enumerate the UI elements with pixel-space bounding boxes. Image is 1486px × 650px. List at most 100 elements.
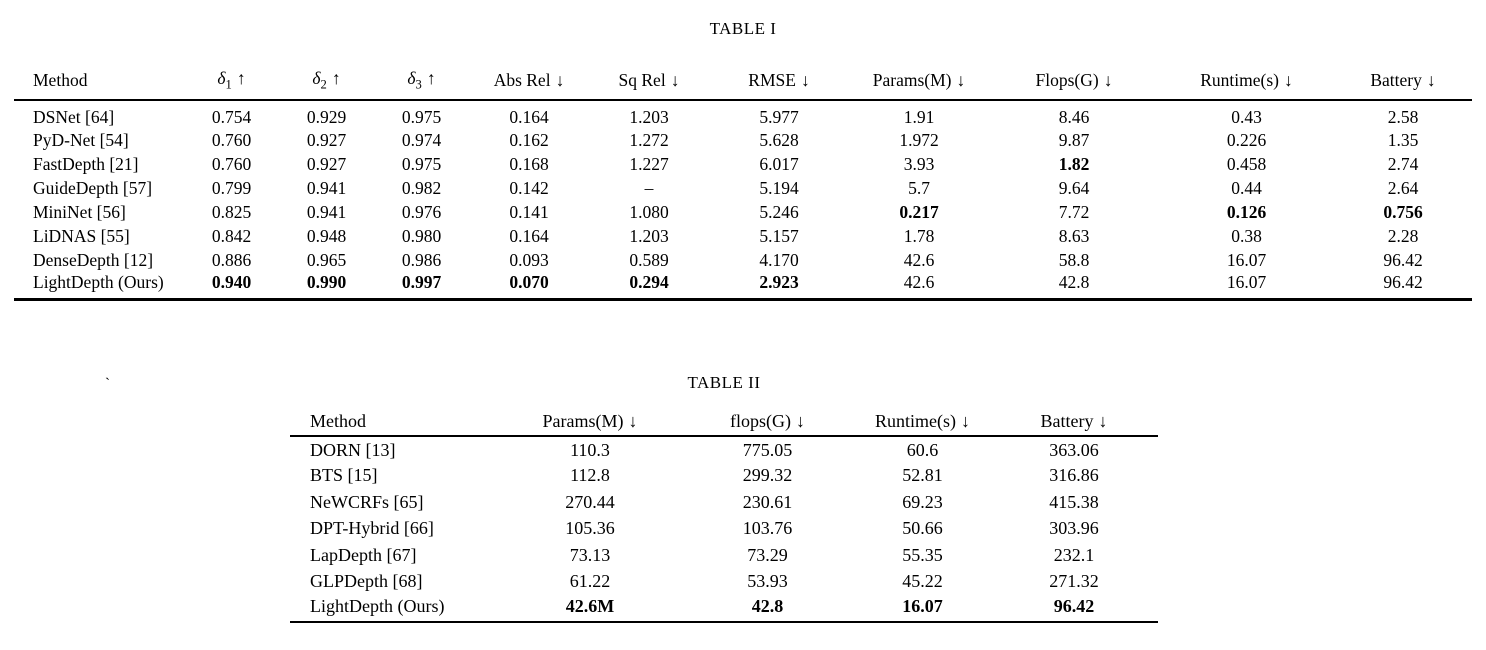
table-cell: 0.217 [899,201,939,222]
table-cell: 1.82 [1058,153,1090,174]
col-header-flops: flops(G) ↓ [730,410,805,431]
table-cell: 42.6 [903,249,935,270]
col-header-sq-rel: Sq Rel ↓ [618,70,680,90]
table-cell: 96.42 [1383,272,1423,292]
table-cell: 270.44 [565,491,615,512]
table-row: PyD-Net [54] 0.760 0.927 0.974 0.162 1.2… [14,128,1472,152]
col-header-delta3: δ3 ↑ [407,68,436,92]
table2-complexity-comparison: Method Params(M) ↓ flops(G) ↓ Runtime(s) ↓ … [290,407,1158,623]
table-cell: 42.6M [565,595,615,616]
method-cell: DenseDepth [12] [33,249,154,270]
table1-header-row: Method δ1 ↑ δ2 ↑ δ3 ↑ Abs Rel ↓ Sq Rel ↓ RMSE… [14,62,1472,100]
table-cell: 0.458 [1226,153,1267,174]
table-cell: 0.980 [401,225,442,246]
table-cell: 299.32 [742,465,793,486]
table-row: DORN [13] 110.3 775.05 60.6 363.06 [290,436,1158,463]
table-row: LightDepth (Ours) 42.6M 42.8 16.07 96.42 [290,595,1158,622]
table2-header-row: Method Params(M) ↓ flops(G) ↓ Runtime(s) ↓ … [290,407,1158,436]
method-cell: GuideDepth [57] [33,177,153,198]
table-cell: 0.294 [629,272,669,292]
table-cell: 96.42 [1053,595,1095,616]
table-cell: 60.6 [906,440,939,461]
down-arrow-icon: ↓ [1103,70,1113,90]
table-row: BTS [15] 112.8 299.32 52.81 316.86 [290,463,1158,490]
table-cell: 230.61 [742,491,793,512]
down-arrow-icon: ↓ [670,70,680,90]
table-cell: 16.07 [1226,272,1267,292]
up-arrow-icon: ↑ [426,68,436,89]
table-cell: 0.975 [401,107,442,127]
table-cell: 1.227 [629,153,669,174]
method-cell: DPT-Hybrid [66] [310,518,434,539]
down-arrow-icon: ↓ [796,410,805,431]
down-arrow-icon: ↓ [628,410,638,431]
table-cell: 1.080 [629,201,669,222]
table-cell: 0.941 [306,201,347,222]
table-cell: 0.093 [509,249,549,270]
method-cell: BTS [15] [310,465,378,486]
table-row: FastDepth [21] 0.760 0.927 0.975 0.168 1… [14,152,1472,176]
table-cell: 0.929 [306,107,347,127]
table-cell: 1.972 [899,129,939,150]
table-cell: 0.070 [509,272,549,292]
table-cell: 0.997 [401,272,442,292]
table-cell: 53.93 [747,571,788,592]
down-arrow-icon: ↓ [1284,70,1293,90]
table-cell: 2.74 [1387,153,1419,174]
table-cell: 16.07 [902,595,943,616]
table2-title: TABLE II [687,373,761,392]
down-arrow-icon: ↓ [555,70,565,90]
table-cell: 5.246 [759,201,799,222]
table1-title: TABLE I [709,19,777,38]
table-cell: 0.825 [211,201,252,222]
method-cell: DORN [13] [310,440,396,461]
table-cell: 42.6 [903,272,935,292]
method-cell: DSNet [64] [33,107,115,127]
table-cell: 0.975 [401,153,442,174]
col-header-rmse: RMSE ↓ [748,70,810,90]
table-cell: 52.81 [902,465,943,486]
table-cell: 96.42 [1383,249,1423,270]
col-header-battery: Battery ↓ [1370,70,1436,90]
table-cell: 0.799 [211,177,252,198]
table-cell: 58.8 [1058,249,1090,270]
table-cell: 69.23 [902,491,943,512]
table-cell: 0.164 [509,225,549,246]
down-arrow-icon: ↓ [1426,70,1436,90]
table-cell: 0.886 [211,249,252,270]
down-arrow-icon: ↓ [961,410,970,431]
table-cell: 1.91 [903,107,935,127]
table-cell: 50.66 [902,518,943,539]
table-cell: 42.8 [1058,272,1090,292]
table-cell: 1.203 [629,107,669,127]
table-cell: 363.06 [1049,440,1099,461]
table-row: DPT-Hybrid [66] 105.36 103.76 50.66 303.… [290,516,1158,543]
table-cell: 103.76 [742,518,793,539]
table-cell: 2.58 [1387,107,1419,127]
table-cell: 775.05 [742,440,793,461]
table-cell: 0.986 [401,249,442,270]
table-cell: 0.948 [306,225,347,246]
table-cell: 0.940 [211,272,252,292]
table-row: DSNet [64] 0.754 0.929 0.975 0.164 1.203… [14,100,1472,128]
table-cell: 0.974 [401,129,442,150]
table-cell: 112.8 [570,465,610,486]
method-cell: LightDepth (Ours) [33,272,164,292]
table-cell: 271.32 [1049,571,1099,592]
col-header-method: Method [33,70,88,90]
table-cell: 0.927 [306,153,347,174]
table-cell: 5.977 [759,107,799,127]
table-cell: 0.990 [306,272,347,292]
col-header-params: Params(M) ↓ [542,410,638,431]
method-cell: FastDepth [21] [33,153,139,174]
table-cell: 5.628 [759,129,799,150]
method-cell: LightDepth (Ours) [310,595,445,616]
table-cell: – [644,177,654,198]
table-cell: 73.13 [569,544,611,565]
table-cell: 0.226 [1226,129,1267,150]
table-cell: 415.38 [1049,491,1099,512]
method-cell: PyD-Net [54] [33,129,129,150]
table-row: LightDepth (Ours) 0.940 0.990 0.997 0.07… [14,272,1472,300]
method-cell: NeWCRFs [65] [310,491,424,512]
table-cell: 0.941 [306,177,347,198]
